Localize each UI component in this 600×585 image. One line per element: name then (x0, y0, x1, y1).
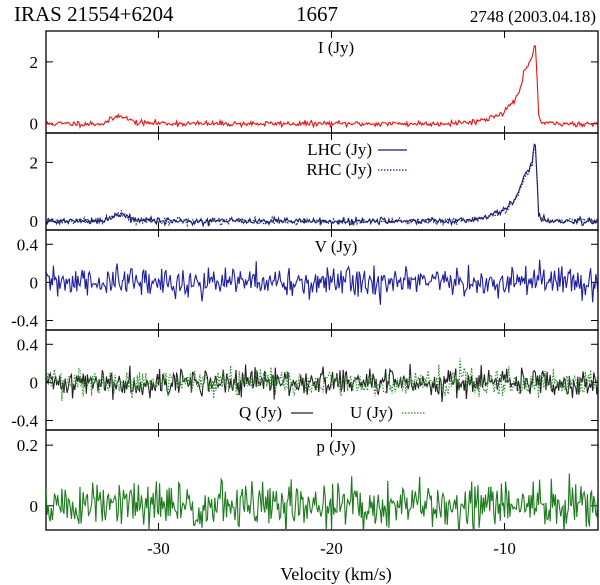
frequency-label: 1667 (296, 2, 338, 26)
x-tick-label: -20 (320, 539, 343, 558)
y-tick-label: 2 (30, 153, 39, 172)
legend-label: U (Jy) (350, 403, 393, 422)
series-u-line (46, 358, 598, 401)
y-tick-label: 2 (30, 53, 39, 72)
panel-LR: 0 2 LHC (Jy)RHC (Jy) (30, 132, 599, 231)
y-tick-label: -0.4 (11, 411, 38, 430)
series-v-line (46, 259, 598, 305)
epoch-label: 2748 (2003.04.18) (469, 7, 596, 26)
legend-label: RHC (Jy) (306, 160, 372, 179)
panel-QU: 0.4 0 -0.4 Q (Jy) U (Jy) (11, 329, 599, 431)
panels-layer: 0 2 I (Jy) 0 2 LHC (Jy)RHC (Jy) 0.4 0 -0.4 V (Jy)… (11, 30, 599, 558)
y-tick-label: 0.4 (17, 335, 39, 354)
panel-label: I (Jy) (318, 38, 354, 57)
y-tick-label: 0.4 (17, 235, 39, 254)
source-name: IRAS 21554+6204 (14, 2, 174, 26)
panel-label: V (Jy) (315, 237, 358, 256)
panel-frame (45, 429, 599, 531)
y-tick-label: 0 (30, 212, 39, 231)
y-tick-label: 0 (30, 273, 39, 292)
x-axis-label: Velocity (km/s) (280, 564, 391, 585)
y-tick-label: -0.4 (11, 311, 38, 330)
y-tick-label: 0 (30, 373, 39, 392)
panel-I: 0 2 I (Jy) (30, 30, 599, 134)
y-tick-label: 0 (30, 497, 39, 516)
legend-label: LHC (Jy) (307, 140, 372, 159)
series-i-line (46, 44, 598, 130)
x-tick-label: -10 (493, 539, 516, 558)
panel-p: 0.2 0 p (Jy) (17, 429, 599, 531)
panel-V: 0.4 0 -0.4 V (Jy) (11, 229, 599, 331)
legend-label: Q (Jy) (239, 403, 282, 422)
series-p-line (46, 473, 598, 530)
series-rhc-line (46, 146, 598, 228)
panel-label: p (Jy) (316, 437, 355, 456)
x-tick-label: -30 (147, 539, 170, 558)
y-tick-label: 0.2 (17, 436, 38, 455)
y-tick-label: 0 (30, 115, 39, 134)
